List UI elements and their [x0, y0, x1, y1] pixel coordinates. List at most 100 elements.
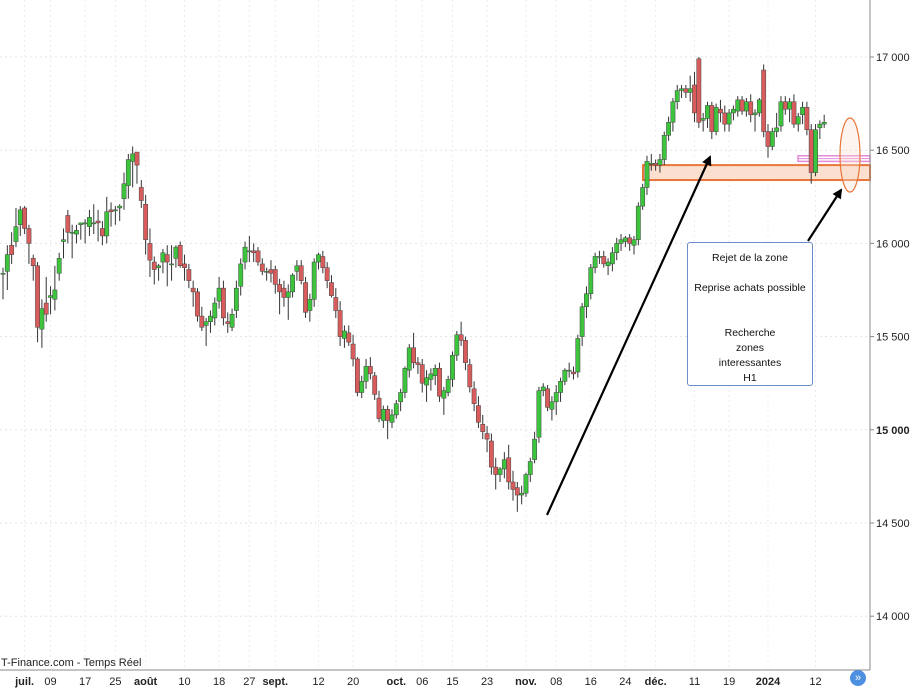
candle-body-up: [48, 295, 53, 298]
candle: [112, 206, 118, 225]
candle: [657, 153, 663, 173]
candle-body-down: [277, 284, 283, 293]
candle-body-up: [69, 231, 75, 234]
candle: [584, 286, 589, 318]
candle-body-up: [402, 368, 408, 393]
candle-body-down: [765, 131, 771, 147]
candle: [277, 278, 283, 315]
candle-body-up: [566, 369, 572, 372]
x-tick-label: 10: [178, 676, 190, 688]
candle: [61, 228, 66, 259]
candle: [437, 362, 442, 402]
candle: [782, 96, 788, 115]
candle-body-down: [108, 209, 114, 212]
candle: [731, 105, 736, 121]
candle-body-up: [311, 261, 317, 300]
candle: [43, 276, 49, 322]
candle: [501, 452, 507, 479]
candle: [778, 96, 784, 132]
candle: [519, 485, 525, 505]
candle-body-up: [130, 153, 136, 162]
candle: [26, 224, 32, 264]
candle: [821, 114, 827, 128]
candle: [640, 183, 646, 210]
candle-body-up: [769, 131, 775, 147]
candle-body-up: [532, 438, 538, 460]
x-tick-label: 06: [416, 676, 428, 688]
highlight-ellipse: [839, 117, 861, 193]
x-tick-label: 08: [550, 676, 562, 688]
candle: [69, 224, 75, 259]
candle-body-up: [445, 379, 451, 393]
candle-body-down: [329, 282, 334, 296]
candle: [601, 250, 607, 268]
candle: [363, 358, 369, 389]
candle-body-down: [653, 162, 659, 166]
candle: [216, 276, 222, 309]
candle: [22, 206, 28, 235]
candle-body-up: [121, 183, 127, 199]
candle-body-up: [787, 101, 793, 110]
candle-body-up: [579, 306, 585, 337]
candle-body-up: [203, 321, 209, 326]
candle-body-down: [195, 291, 200, 317]
x-tick-label: 17: [79, 676, 91, 688]
candle-body-up: [635, 205, 641, 240]
candle-body-up: [156, 265, 161, 268]
candle: [765, 124, 771, 158]
candle-body-down: [739, 99, 745, 112]
y-axis-labels: 14 000 14 500 15 000 15 500 16 000 16 500 17 0…: [870, 52, 910, 623]
annotation-line: zones: [735, 342, 765, 354]
candle: [540, 383, 546, 397]
candle-body-up: [160, 252, 166, 263]
candle: [666, 116, 671, 141]
candle: [722, 105, 728, 132]
candle-body-up: [523, 474, 529, 494]
candle: [393, 399, 399, 419]
candle: [182, 254, 187, 281]
candle: [605, 258, 611, 276]
candle-body-down: [199, 315, 205, 328]
candle-body-up: [285, 291, 291, 298]
annotation-line: H1: [743, 372, 757, 384]
y-tick-label: 16 500: [876, 145, 910, 157]
candle-body-up: [605, 261, 611, 267]
candle: [346, 325, 352, 346]
candle-body-up: [125, 159, 131, 186]
candle-body-down: [627, 237, 633, 244]
x-axis-labels: juil. 09 17 25 août 10 18 27 sept. 12 20 oct. 06 15 23…: [14, 676, 822, 688]
candle: [644, 155, 650, 195]
candle: [441, 386, 447, 415]
candle: [100, 221, 105, 246]
candle: [372, 372, 378, 400]
candle-body-down: [411, 347, 416, 363]
candle-body-up: [700, 118, 706, 121]
candle: [333, 288, 339, 318]
candle-body-down: [480, 423, 486, 432]
candle-body-up: [294, 265, 300, 272]
candle-body-down: [782, 101, 788, 110]
arrow-long: [545, 155, 712, 516]
candle-body-down: [251, 250, 257, 253]
candle: [817, 120, 823, 140]
candle: [631, 235, 637, 255]
candle-body-down: [571, 371, 576, 375]
candle: [104, 196, 110, 244]
candle-body-down: [510, 481, 516, 490]
candles: [0, 57, 827, 512]
x-tick-label: 27: [243, 676, 255, 688]
candle-body-down: [26, 228, 32, 244]
double-chevron-right-icon[interactable]: »: [850, 670, 866, 686]
y-tick-label: 14 500: [876, 518, 910, 530]
candle: [661, 131, 667, 166]
candle-body-up: [290, 274, 295, 293]
candle-body-down: [164, 254, 170, 263]
candle-body-down: [545, 388, 550, 408]
candle-body-down: [415, 362, 421, 365]
candle: [298, 260, 304, 285]
candle: [147, 228, 153, 277]
candle: [610, 247, 615, 272]
candle: [125, 153, 131, 199]
candle: [696, 57, 702, 128]
annotation-line: [688, 311, 812, 326]
